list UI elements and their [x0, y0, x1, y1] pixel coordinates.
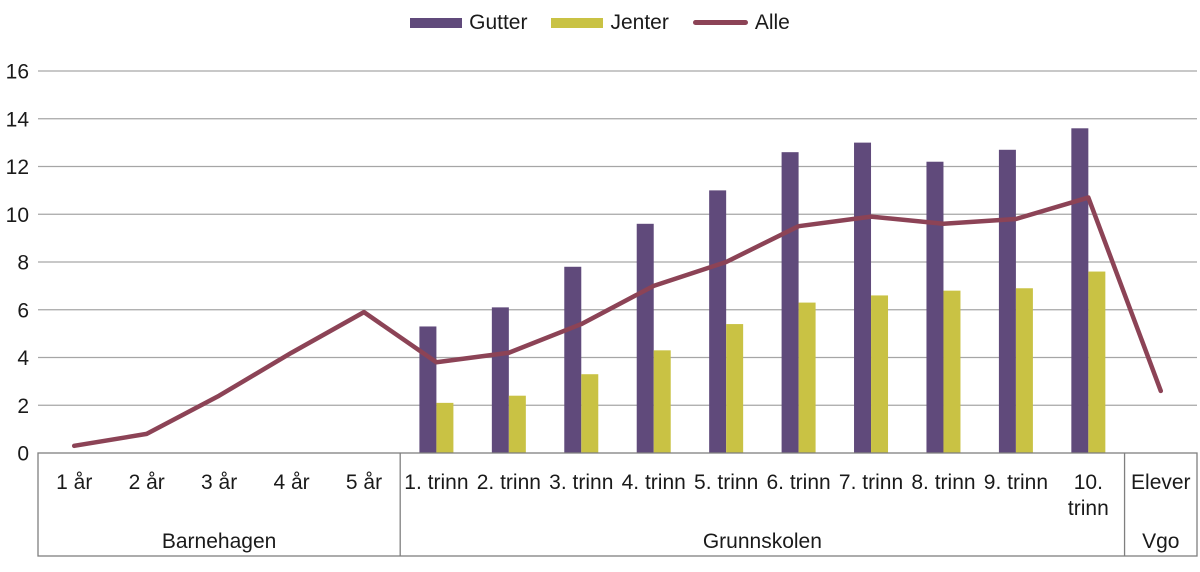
legend-item-alle: Alle: [692, 11, 790, 34]
bar-jenter-5-trinn: [726, 324, 744, 453]
alle-line-swatch-icon: [692, 20, 748, 25]
x-category-label: 4. trinn: [622, 471, 686, 494]
legend-item-jenter: Jenter: [551, 11, 669, 34]
bar-jenter-1-trinn: [436, 402, 454, 453]
x-group-label: Grunnskolen: [703, 530, 822, 553]
x-category-label: 7. trinn: [839, 471, 903, 494]
x-category-label: 8. trinn: [911, 471, 975, 494]
bar-gutter-1-trinn: [419, 326, 437, 453]
bar-gutter-4-trinn: [636, 223, 654, 453]
bar-gutter-5-trinn: [709, 190, 727, 453]
x-category-label: 3. trinn: [549, 471, 613, 494]
bar-gutter-3-trinn: [564, 266, 582, 453]
x-category-label: 2 år: [129, 471, 165, 494]
y-tick-label: 10: [6, 204, 29, 227]
x-category-label: 4 år: [273, 471, 309, 494]
x-group-label: Vgo: [1142, 530, 1179, 553]
y-tick-label: 8: [17, 252, 29, 275]
x-category-label: 1. trinn: [404, 471, 468, 494]
legend-label-jenter: Jenter: [610, 11, 669, 34]
bar-jenter-3-trinn: [581, 374, 599, 453]
bar-jenter-10-trinn: [1088, 271, 1106, 453]
x-category-label: Elever: [1131, 471, 1191, 494]
x-category-label: 2. trinn: [477, 471, 541, 494]
bar-gutter-10-trinn: [1071, 128, 1089, 454]
bar-jenter-2-trinn: [508, 395, 526, 453]
bar-jenter-8-trinn: [943, 290, 961, 453]
y-tick-label: 2: [17, 395, 29, 418]
x-axis-box: [37, 452, 1198, 557]
x-group-label: Barnehagen: [162, 530, 276, 553]
legend-label-alle: Alle: [754, 11, 790, 34]
jenter-bar-swatch-icon: [551, 17, 604, 28]
x-category-label: 6. trinn: [766, 471, 830, 494]
bar-gutter-9-trinn: [998, 149, 1016, 453]
gutter-bar-swatch-icon: [410, 17, 463, 28]
bar-jenter-6-trinn: [798, 302, 816, 453]
x-category-label: 3 år: [201, 471, 237, 494]
y-tick-label: 0: [17, 443, 29, 466]
legend-item-gutter: Gutter: [410, 12, 527, 33]
x-category-label: 1 år: [56, 471, 92, 494]
y-tick-label: 4: [17, 347, 29, 370]
bar-jenter-7-trinn: [871, 295, 889, 453]
line-alle: [71, 195, 1164, 449]
x-category-label: 5. trinn: [694, 471, 758, 494]
x-category-label: 10.: [1074, 471, 1103, 494]
bar-gutter-2-trinn: [491, 307, 509, 453]
y-tick-label: 6: [17, 299, 29, 322]
legend-label-gutter: Gutter: [469, 11, 528, 34]
y-tick-label: 12: [6, 156, 29, 179]
y-tick-label: 14: [6, 108, 30, 131]
y-tick-label: 16: [6, 61, 29, 84]
x-category-label: trinn: [1068, 497, 1109, 520]
x-category-label: 5 år: [346, 471, 382, 494]
bar-gutter-6-trinn: [781, 152, 799, 454]
chart-legend: Gutter Jenter Alle: [0, 12, 1200, 33]
x-category-label: 9. trinn: [984, 471, 1048, 494]
bar-gutter-7-trinn: [854, 142, 872, 453]
bar-jenter-4-trinn: [653, 350, 671, 453]
bar-gutter-8-trinn: [926, 161, 944, 453]
bar-jenter-9-trinn: [1015, 288, 1033, 453]
